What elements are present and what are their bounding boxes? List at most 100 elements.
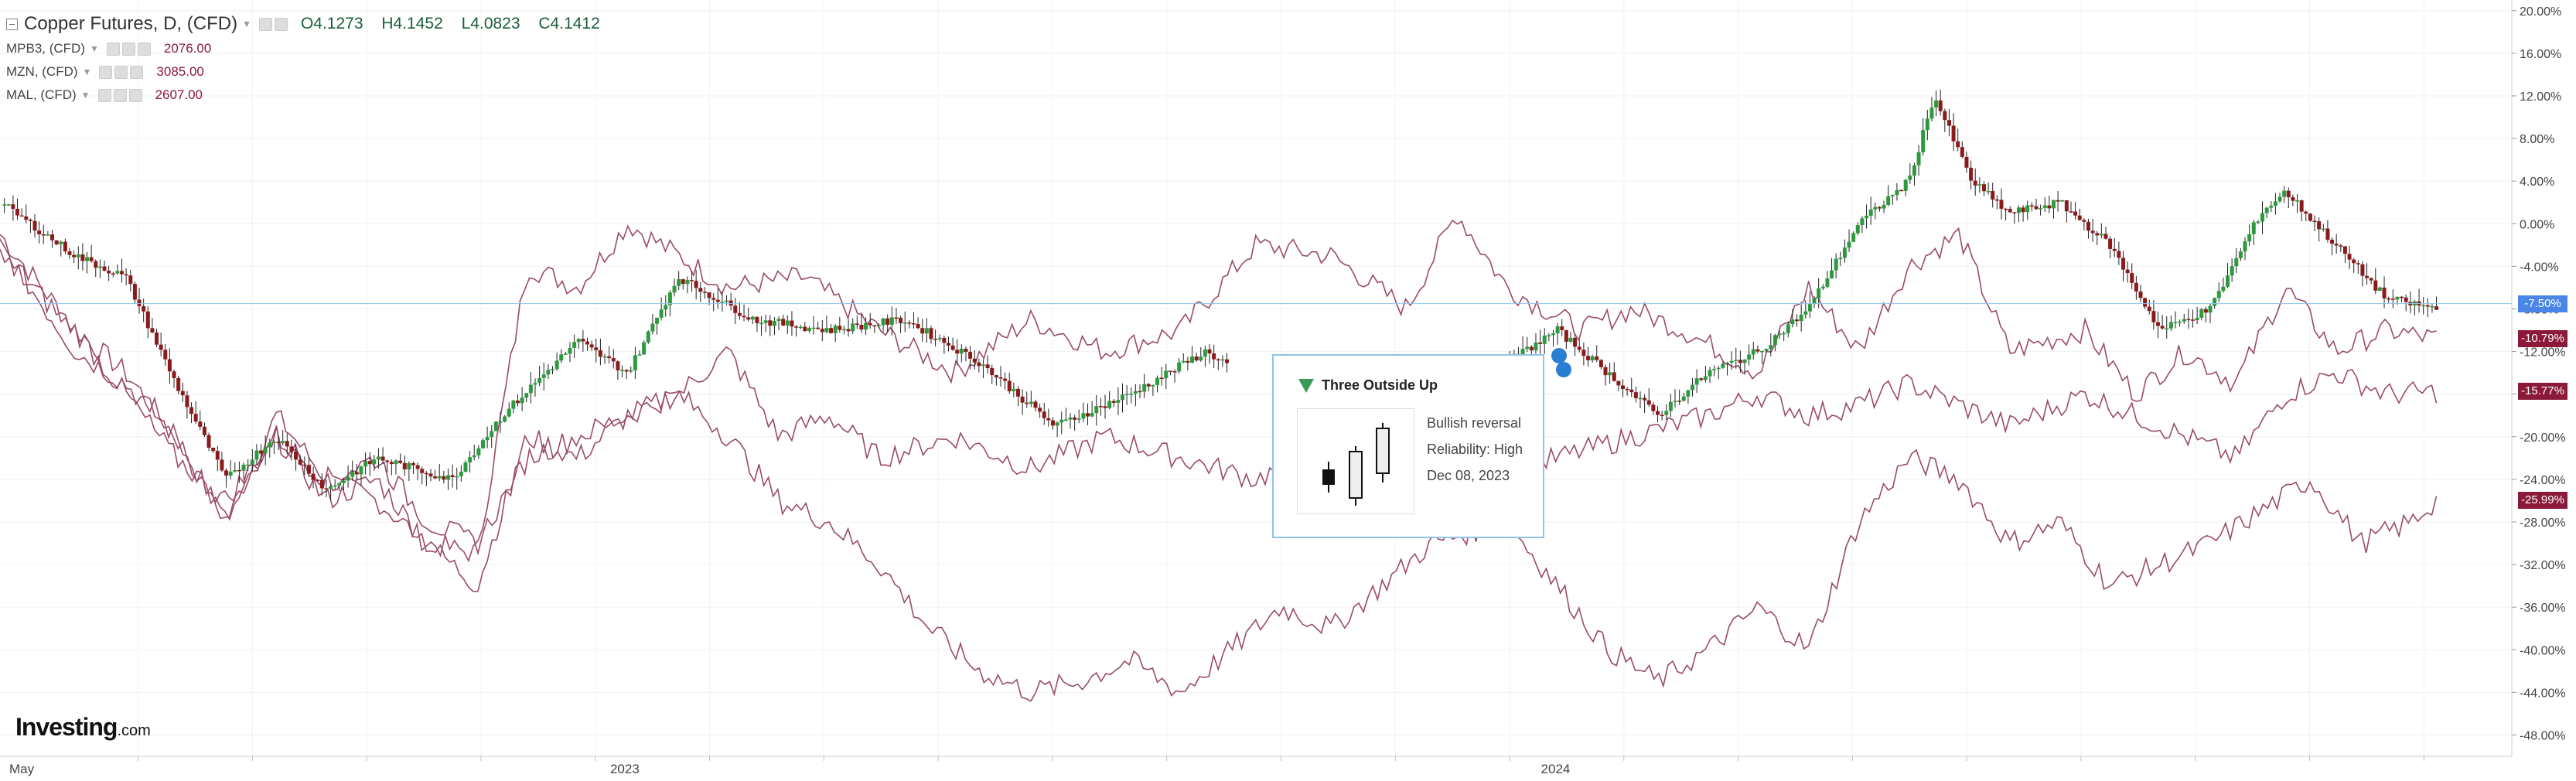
hide-icon[interactable] — [274, 17, 288, 31]
chevron-down-icon[interactable]: ▼ — [80, 90, 90, 101]
candle-body — [968, 352, 973, 359]
candle-body — [1947, 120, 1951, 126]
candle-body — [1220, 359, 1225, 361]
legend-compare-row[interactable]: MAL, (CFD) ▼ 2607.00 — [6, 84, 614, 107]
candlestick-series — [2, 90, 2439, 500]
candle-body — [2117, 251, 2121, 258]
candle-body — [2339, 245, 2343, 247]
candle-body — [11, 204, 15, 210]
legend-compare-row[interactable]: MPB3, (CFD) ▼ 2076.00 — [6, 37, 614, 60]
candle-body — [2373, 280, 2378, 291]
candle-body — [311, 473, 316, 480]
chevron-down-icon[interactable]: ▼ — [90, 43, 99, 54]
candle-body — [76, 254, 80, 257]
compare-value: 3085.00 — [156, 64, 204, 79]
settings-icon[interactable] — [97, 88, 111, 102]
candle-body — [1638, 397, 1643, 400]
candle-body — [1981, 184, 1986, 192]
candle-body — [681, 279, 685, 285]
candle-body — [1999, 200, 2004, 209]
candle-body — [528, 384, 533, 394]
candle-body — [2434, 306, 2439, 310]
hide-icon[interactable] — [121, 42, 135, 56]
candle-body — [1721, 363, 1725, 368]
candle-body — [2221, 286, 2226, 292]
candle-body — [2099, 234, 2103, 236]
candle-body — [776, 319, 781, 322]
chevron-down-icon[interactable]: ▼ — [242, 19, 251, 29]
candle-body — [1973, 180, 1977, 186]
candle-body — [281, 441, 285, 444]
candle-body — [585, 341, 590, 345]
candle-body — [1590, 356, 1595, 360]
candle-body — [476, 448, 481, 455]
hide-icon[interactable] — [113, 88, 127, 102]
candle-body — [1899, 189, 1904, 192]
y-tick-label: -28.00% — [2520, 517, 2566, 530]
candle-body — [1081, 413, 1086, 419]
settings-icon[interactable] — [258, 17, 272, 31]
close-icon[interactable] — [128, 88, 142, 102]
candle-body — [2147, 306, 2151, 312]
candle-body — [633, 355, 637, 370]
candle-body — [2369, 278, 2373, 281]
settings-icon[interactable] — [99, 65, 113, 79]
settings-icon[interactable] — [106, 42, 120, 56]
legend-main-row[interactable]: Copper Futures, D, (CFD) ▼ O4.1273 H4.14… — [6, 11, 614, 37]
candle-body — [115, 271, 120, 274]
candle-body — [1581, 350, 1586, 356]
candle-body — [803, 326, 807, 332]
candle-body — [1003, 378, 1008, 381]
main-symbol[interactable]: Copper Futures, D, (CFD) — [24, 13, 238, 34]
high-value: H4.1452 — [381, 15, 443, 32]
candle-body — [1177, 362, 1182, 372]
candle-body — [1103, 406, 1107, 408]
y-tick-label: 20.00% — [2520, 5, 2561, 19]
candle-body — [215, 451, 220, 460]
candle-body — [2213, 298, 2217, 306]
compare-symbol[interactable]: MZN, (CFD) — [6, 64, 78, 79]
candle-body — [2082, 220, 2086, 222]
candle-body — [977, 362, 981, 367]
candle-body — [711, 298, 716, 300]
hide-icon[interactable] — [114, 65, 128, 79]
close-icon[interactable] — [130, 65, 144, 79]
candle-body — [1129, 394, 1134, 395]
candle-body — [50, 234, 55, 240]
y-tick-label: 8.00% — [2520, 133, 2554, 146]
legend-compare-row[interactable]: MZN, (CFD) ▼ 3085.00 — [6, 60, 614, 84]
collapse-icon[interactable] — [6, 18, 18, 30]
candle-body — [672, 285, 677, 293]
candle-body — [359, 466, 363, 475]
candle-body — [933, 339, 938, 340]
close-icon[interactable] — [137, 42, 151, 56]
candle-body — [2016, 207, 2021, 213]
pattern-marker[interactable] — [1551, 348, 1571, 377]
candle-body — [450, 475, 455, 478]
candle-body — [490, 431, 494, 438]
candle-body — [1895, 189, 1899, 196]
compare-symbol[interactable]: MAL, (CFD) — [6, 87, 77, 102]
candle-body — [677, 279, 681, 286]
compare-symbol[interactable]: MPB3, (CFD) — [6, 41, 85, 56]
tooltip-header: Three Outside Up — [1298, 377, 1438, 394]
chevron-down-icon[interactable]: ▼ — [82, 67, 92, 77]
candle-body — [1012, 388, 1016, 391]
candle-body — [929, 328, 933, 339]
candle-body — [1712, 369, 1717, 370]
value-badge: -7.50% — [2518, 295, 2567, 312]
candle-body — [1751, 349, 1755, 355]
candle-body — [1708, 370, 1712, 377]
candle-body — [2325, 228, 2330, 240]
candle-body — [1769, 345, 1773, 350]
candle-body — [2360, 264, 2365, 276]
candle-body — [2039, 207, 2043, 210]
candle-body — [1934, 100, 1939, 108]
candle-body — [2390, 298, 2395, 300]
candle-body — [1734, 360, 1738, 361]
candle-body — [1694, 378, 1699, 385]
candle-body — [807, 328, 811, 332]
candles-illustration-icon — [1322, 423, 1390, 506]
candle-body — [1681, 396, 1686, 401]
